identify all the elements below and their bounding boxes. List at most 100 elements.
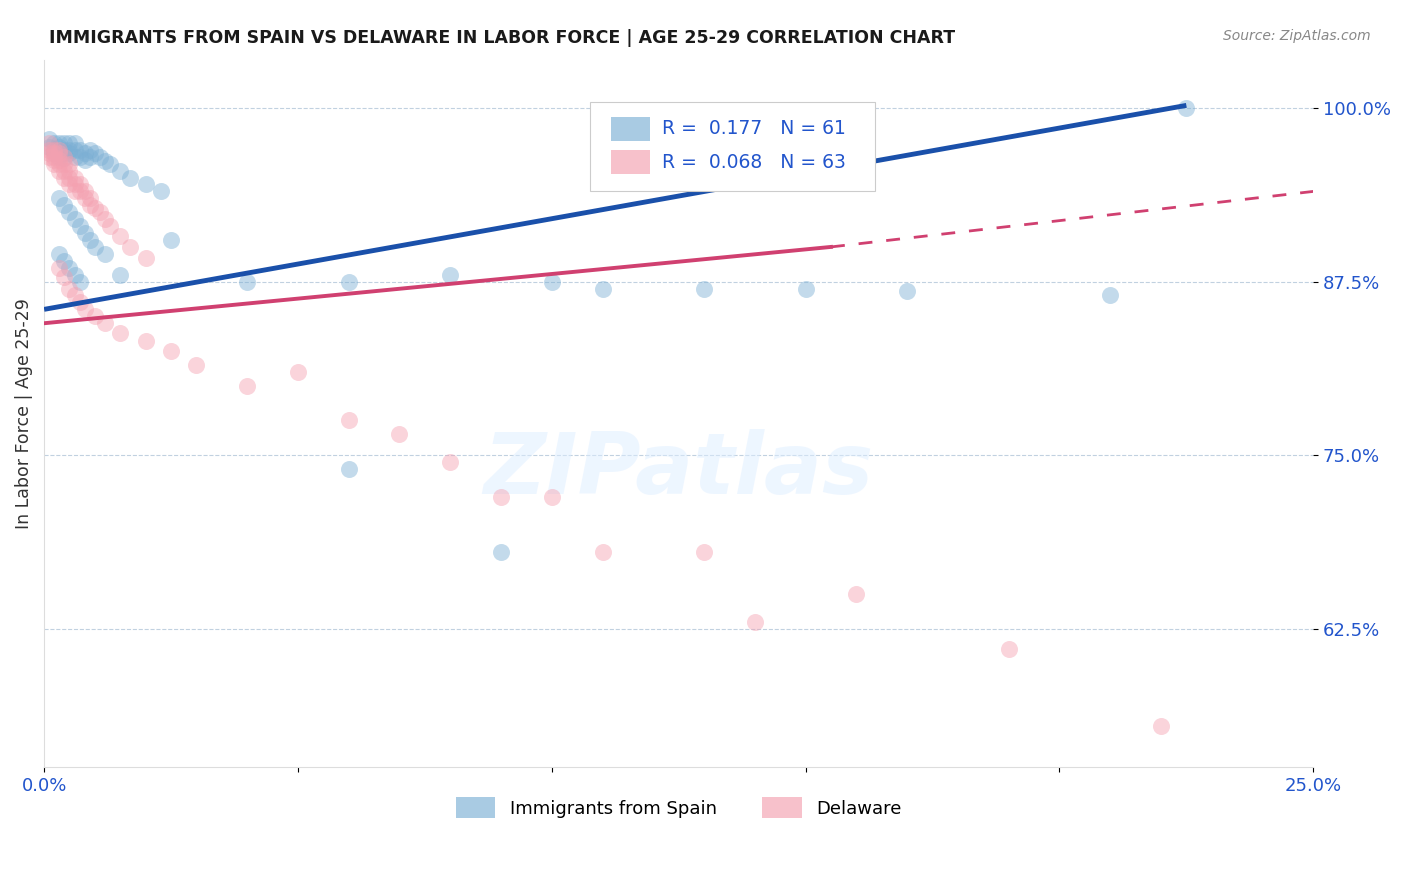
Point [48, 191, 70, 205]
Text: IMMIGRANTS FROM SPAIN VS DELAWARE IN LABOR FORCE | AGE 25-29 CORRELATION CHART: IMMIGRANTS FROM SPAIN VS DELAWARE IN LAB… [49, 29, 955, 46]
Point [489, 490, 512, 504]
Point [693, 281, 716, 295]
Point [439, 268, 461, 282]
Point [63, 212, 86, 227]
Point [1150, 718, 1173, 732]
Point [58, 281, 80, 295]
Point [489, 545, 512, 559]
Point [73, 185, 96, 199]
Point [98, 219, 121, 233]
Point [48, 260, 70, 275]
Point [388, 427, 411, 442]
Point [69, 219, 91, 233]
Point [83, 145, 105, 160]
Point [79, 198, 101, 212]
Point [79, 233, 101, 247]
Point [83, 240, 105, 254]
Legend: Immigrants from Spain, Delaware: Immigrants from Spain, Delaware [449, 790, 908, 825]
Point [44, 150, 66, 164]
Point [53, 151, 76, 165]
Point [48, 140, 70, 154]
Point [48, 143, 70, 157]
Point [439, 455, 461, 469]
Point [69, 150, 91, 164]
Point [44, 143, 66, 157]
Point [73, 153, 96, 167]
Point [69, 275, 91, 289]
Point [48, 247, 70, 261]
Point [38, 145, 60, 160]
Point [63, 150, 86, 164]
Point [69, 178, 91, 192]
Point [94, 247, 117, 261]
Point [53, 143, 76, 157]
Point [287, 365, 309, 379]
Point [337, 462, 360, 476]
Point [73, 302, 96, 317]
Point [48, 153, 70, 167]
FancyBboxPatch shape [591, 102, 876, 191]
Point [73, 226, 96, 240]
Point [69, 185, 91, 199]
Point [73, 191, 96, 205]
Point [58, 163, 80, 178]
Point [693, 545, 716, 559]
Point [160, 343, 183, 358]
Point [44, 156, 66, 170]
Point [110, 326, 132, 340]
Point [58, 145, 80, 160]
Point [53, 198, 76, 212]
Point [48, 150, 70, 164]
Point [48, 136, 70, 150]
Point [63, 143, 86, 157]
Point [744, 615, 766, 629]
Point [896, 285, 918, 299]
Point [94, 153, 117, 168]
Point [98, 156, 121, 170]
Point [1175, 101, 1198, 115]
Point [58, 143, 80, 157]
Point [89, 150, 111, 164]
Point [110, 268, 132, 282]
Point [794, 281, 817, 295]
Point [53, 136, 76, 150]
Point [53, 156, 76, 170]
Point [540, 490, 562, 504]
Point [58, 156, 80, 170]
FancyBboxPatch shape [612, 150, 650, 174]
Point [120, 170, 142, 185]
Point [48, 156, 70, 170]
Point [38, 136, 60, 150]
Point [44, 153, 66, 167]
Point [83, 310, 105, 324]
Point [44, 145, 66, 160]
Point [58, 170, 80, 185]
Point [38, 131, 60, 145]
Point [58, 178, 80, 192]
Point [48, 163, 70, 178]
Y-axis label: In Labor Force | Age 25-29: In Labor Force | Age 25-29 [15, 298, 32, 529]
Point [44, 145, 66, 160]
Point [135, 334, 157, 349]
Point [69, 143, 91, 157]
Point [58, 205, 80, 219]
Point [540, 275, 562, 289]
Point [94, 316, 117, 330]
Point [38, 140, 60, 154]
Point [53, 253, 76, 268]
Point [63, 288, 86, 302]
Point [337, 413, 360, 427]
Point [69, 295, 91, 310]
Text: Source: ZipAtlas.com: Source: ZipAtlas.com [1223, 29, 1371, 43]
Point [149, 185, 172, 199]
Point [160, 233, 183, 247]
Point [48, 145, 70, 160]
Point [58, 136, 80, 150]
Point [53, 150, 76, 164]
Point [79, 143, 101, 157]
Point [997, 642, 1019, 657]
Point [110, 228, 132, 243]
Point [337, 275, 360, 289]
Text: R =  0.177   N = 61: R = 0.177 N = 61 [662, 120, 846, 138]
Text: R =  0.068   N = 63: R = 0.068 N = 63 [662, 153, 846, 172]
